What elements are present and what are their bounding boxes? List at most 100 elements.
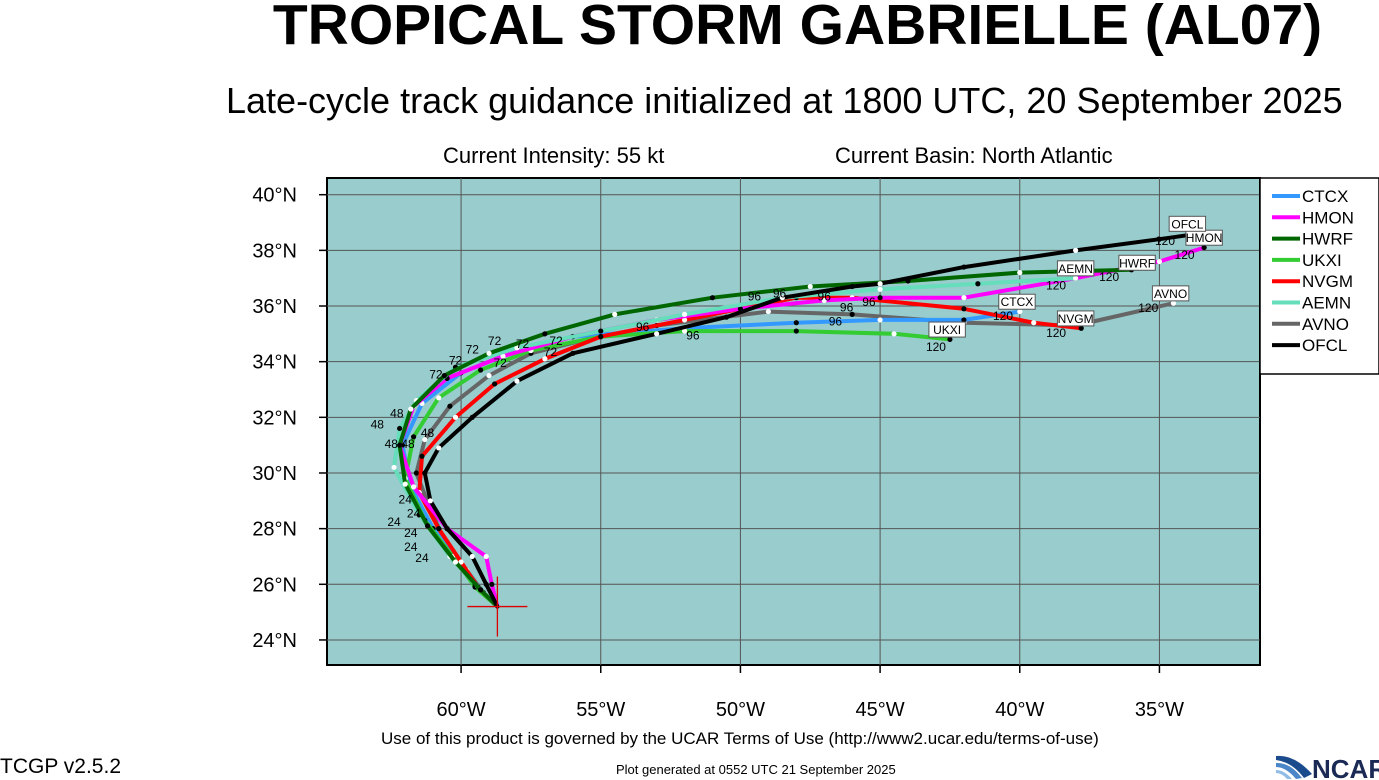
- forecast-hour-label: 24: [399, 493, 413, 507]
- y-tick-label: 32°N: [252, 407, 297, 429]
- track-point: [402, 481, 408, 487]
- track-point: [514, 378, 520, 384]
- forecast-hour-label: 96: [829, 314, 843, 328]
- track-point: [452, 559, 459, 565]
- track-point: [961, 317, 967, 323]
- track-point: [793, 320, 799, 326]
- version-label: TCGP v2.5.2: [0, 755, 121, 778]
- track-point: [397, 442, 403, 448]
- track-point: [654, 331, 660, 337]
- forecast-hour-label: 96: [636, 320, 650, 334]
- track-point: [486, 350, 492, 356]
- model-label-box: [1168, 215, 1207, 232]
- track-point: [424, 523, 431, 529]
- track-point: [419, 453, 425, 459]
- track-point: [542, 356, 548, 362]
- model-name-label: AEMN: [1058, 262, 1093, 276]
- forecast-hour-label: 72: [449, 353, 463, 367]
- track-point: [427, 498, 433, 504]
- y-tick-label: 34°N: [252, 352, 297, 374]
- forecast-hour-label: 96: [686, 328, 700, 342]
- model-name-label: CTCX: [1001, 295, 1034, 309]
- track-point: [681, 311, 688, 317]
- model-name-label: AVNO: [1154, 287, 1187, 301]
- forecast-hour-label: 96: [862, 295, 876, 309]
- legend-label: HWRF: [1302, 230, 1353, 249]
- legend-label: AEMN: [1302, 294, 1351, 313]
- forecast-tracks: [391, 231, 1207, 609]
- track-point: [779, 295, 785, 301]
- y-tick-label: 30°N: [252, 463, 297, 485]
- track-point: [514, 345, 520, 351]
- legend-label: OFCL: [1302, 336, 1347, 355]
- forecast-hour-label: 72: [466, 342, 480, 356]
- x-tick-label: 50°W: [716, 699, 765, 721]
- forecast-hour-label: 48: [390, 406, 404, 420]
- track-point: [436, 395, 442, 401]
- track-point: [821, 297, 827, 304]
- track-point: [1017, 308, 1023, 315]
- forecast-hour-label: 72: [516, 337, 530, 351]
- track-point: [413, 470, 419, 476]
- axis-labels: 60°W 55°W 50°W 45°W 40°W 35°W 24°N 26°N 28°N 30°N…: [252, 185, 1184, 721]
- forecast-hour-label: 72: [494, 356, 508, 370]
- y-tick-label: 28°N: [252, 519, 297, 541]
- forecast-hour-label: 96: [818, 289, 832, 303]
- track-point: [765, 308, 771, 315]
- track-point: [436, 445, 442, 451]
- track-point: [469, 553, 475, 560]
- model-name-label: UKXI: [933, 323, 961, 337]
- track-point: [458, 559, 464, 565]
- forecast-hour-label: 24: [415, 551, 429, 565]
- legend-label: CTCX: [1302, 187, 1348, 206]
- track-point: [1073, 247, 1079, 253]
- track-point: [877, 281, 883, 287]
- y-tick-label: 36°N: [252, 296, 297, 318]
- track-point: [877, 295, 883, 301]
- map-grid: [327, 178, 1260, 665]
- page-subtitle: Late-cycle track guidance initialized at…: [226, 80, 1343, 121]
- model-label-box: [1056, 310, 1095, 327]
- track-point: [500, 353, 506, 359]
- forecast-hour-label: 72: [429, 367, 443, 381]
- track-point: [877, 286, 883, 292]
- forecast-hour-label: 24: [404, 526, 418, 540]
- legend-label: UKXI: [1302, 251, 1342, 270]
- track-point: [598, 334, 604, 340]
- forecast-hour-label: 120: [1138, 301, 1158, 315]
- current-basin: Current Basin: North Atlantic: [835, 143, 1113, 168]
- forecast-hour-label: 72: [488, 334, 502, 348]
- page-title: TROPICAL STORM GABRIELLE (AL07): [272, 0, 1323, 57]
- track-point: [891, 331, 897, 337]
- track-point: [478, 367, 484, 373]
- forecast-hour-label: 120: [1155, 234, 1175, 248]
- track-point: [793, 328, 799, 334]
- track-point: [391, 464, 397, 471]
- track-point: [441, 372, 447, 379]
- forecast-hour-label: 24: [387, 515, 401, 529]
- model-name-label: NVGM: [1058, 312, 1094, 326]
- track-point: [410, 434, 417, 440]
- track-point: [807, 283, 813, 290]
- forecast-hour-label: 120: [1046, 279, 1066, 293]
- x-tick-label: 45°W: [856, 699, 905, 721]
- track-point: [452, 414, 459, 420]
- x-tick-label: 35°W: [1135, 699, 1184, 721]
- track-point: [542, 331, 548, 337]
- track-point: [422, 470, 428, 476]
- forecast-hour-label: 120: [1175, 248, 1195, 262]
- track-point: [1156, 236, 1163, 242]
- track-point: [422, 436, 428, 443]
- track-point: [469, 414, 475, 420]
- track-point: [1156, 258, 1163, 265]
- forecast-hour-label: 120: [926, 340, 946, 354]
- x-tick-label: 55°W: [576, 699, 625, 721]
- track-point: [709, 295, 716, 301]
- current-intensity: Current Intensity: 55 kt: [443, 143, 665, 168]
- legend: CTCX HMON HWRF UKXI NVGM AEMN AVNO OFCL: [1272, 187, 1354, 355]
- forecast-hour-label: 96: [773, 287, 787, 301]
- forecast-hour-label: 120: [1046, 326, 1066, 340]
- track-point: [483, 553, 489, 560]
- y-tick-label: 24°N: [252, 630, 297, 652]
